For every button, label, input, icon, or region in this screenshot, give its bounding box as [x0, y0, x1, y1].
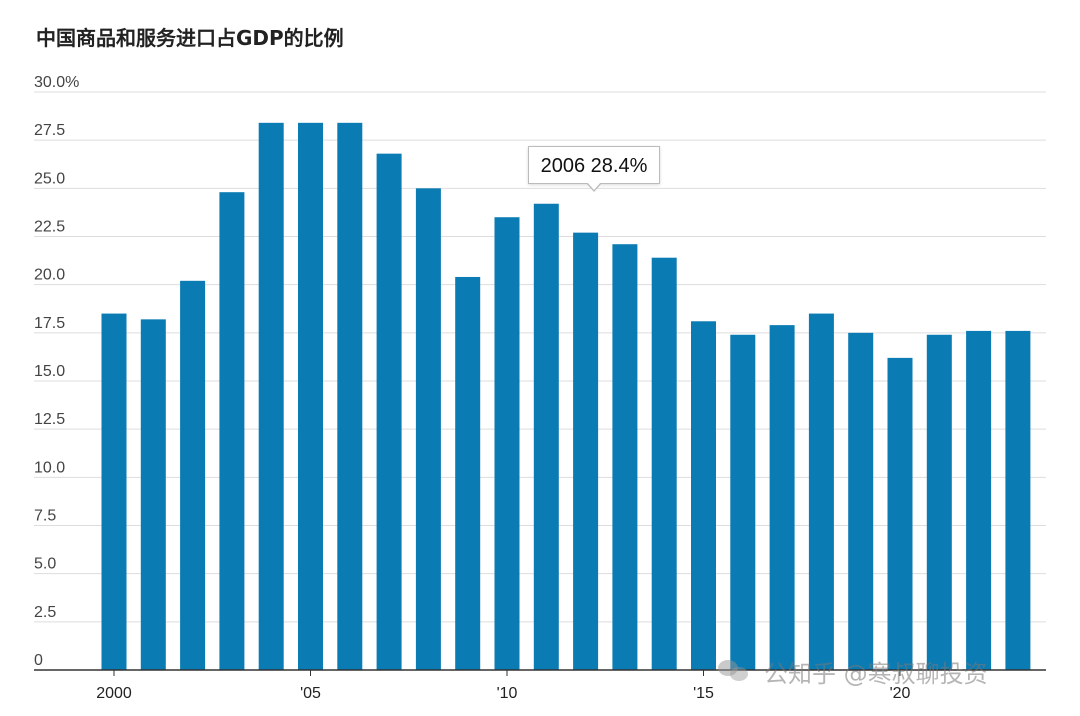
bar-2022[interactable]: [966, 330, 992, 670]
bar-2003[interactable]: [219, 192, 245, 671]
y-tick-label: 20.0: [34, 267, 65, 284]
y-axis-ticks: 0 2.5 5.0 7.5 10.0 12.5 15.0 17.5 20.0 22.5 25.0 27…: [34, 74, 79, 669]
bar-2014[interactable]: [651, 257, 677, 670]
bar-2013[interactable]: [612, 244, 638, 670]
bars: [101, 122, 1031, 671]
y-tick-label: 30.0%: [34, 74, 79, 91]
y-tick-label: 10.0: [34, 459, 65, 476]
bar-2011[interactable]: [533, 203, 559, 670]
x-tick-label: 2000: [96, 685, 132, 702]
watermark-text: 公知乎 @寒叔聊投资: [764, 659, 988, 688]
bar-2021[interactable]: [926, 334, 952, 670]
y-tick-label: 5.0: [34, 556, 56, 573]
y-tick-label: 12.5: [34, 411, 65, 428]
bar-2019[interactable]: [848, 332, 874, 670]
chart-title: 中国商品和服务进口占GDP的比例: [36, 26, 344, 50]
bar-2007[interactable]: [376, 153, 402, 671]
bar-2006[interactable]: [337, 122, 363, 671]
bar-2012[interactable]: [573, 232, 599, 670]
bar-2017[interactable]: [769, 325, 795, 670]
bar-tooltip: 2006 28.4%: [528, 146, 660, 184]
watermark: 公知乎 @寒叔聊投资: [718, 652, 988, 690]
y-tick-label: 0: [34, 652, 43, 669]
bar-2010[interactable]: [494, 217, 520, 670]
y-tick-label: 15.0: [34, 363, 65, 380]
bar-2002[interactable]: [180, 280, 206, 670]
y-tick-label: 27.5: [34, 122, 65, 139]
y-tick-label: 22.5: [34, 219, 65, 236]
bar-2023[interactable]: [1005, 330, 1031, 670]
x-axis-ticks: 2000 '05 '10 '15 '20: [96, 670, 911, 702]
bar-2001[interactable]: [140, 319, 166, 670]
tooltip-arrow: [586, 182, 602, 192]
wechat-icon: [718, 658, 750, 684]
bar-2005[interactable]: [298, 122, 323, 671]
x-tick-label: '10: [497, 685, 518, 702]
bar-2015[interactable]: [691, 321, 716, 670]
bar-2018[interactable]: [808, 313, 834, 670]
x-tick-label: '20: [890, 685, 911, 702]
bar-2004[interactable]: [258, 122, 284, 671]
bar-2000[interactable]: [101, 313, 127, 670]
y-tick-label: 2.5: [34, 604, 56, 621]
bar-2016[interactable]: [730, 334, 756, 670]
bar-2009[interactable]: [455, 276, 481, 670]
x-tick-label: '15: [693, 685, 714, 702]
y-tick-label: 25.0: [34, 170, 65, 187]
y-tick-label: 17.5: [34, 315, 65, 332]
x-tick-label: '05: [300, 685, 321, 702]
bar-2008[interactable]: [415, 188, 441, 671]
y-tick-label: 7.5: [34, 508, 56, 525]
bar-2020[interactable]: [887, 357, 913, 670]
